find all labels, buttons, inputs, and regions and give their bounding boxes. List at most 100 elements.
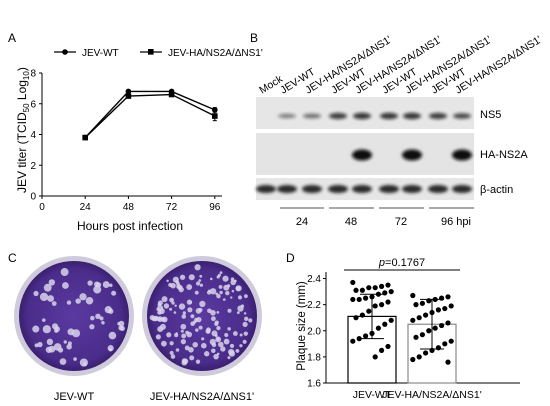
plaque bbox=[229, 343, 235, 349]
plaque bbox=[174, 333, 179, 338]
data-point bbox=[363, 333, 369, 339]
panel-label-d: D bbox=[286, 251, 295, 265]
plaque bbox=[89, 324, 95, 330]
data-point bbox=[353, 287, 359, 293]
band-ns5 bbox=[303, 113, 321, 119]
plaque bbox=[157, 305, 164, 312]
data-point bbox=[448, 303, 454, 309]
plaque bbox=[243, 331, 248, 336]
plaque bbox=[209, 277, 213, 281]
data-point bbox=[426, 328, 432, 334]
plaque bbox=[178, 303, 186, 310]
plaque bbox=[216, 337, 220, 341]
plaque bbox=[39, 292, 49, 302]
plaque bbox=[217, 273, 221, 277]
plaque bbox=[155, 334, 161, 340]
plaque bbox=[244, 316, 249, 322]
plaque bbox=[47, 295, 55, 302]
band-actin bbox=[352, 185, 372, 193]
plaque bbox=[170, 282, 176, 289]
plaque bbox=[46, 338, 54, 346]
band-actin bbox=[302, 185, 322, 193]
plaque bbox=[54, 328, 59, 333]
x-tick-label: JEV-HA/NS2A/ΔNS1' bbox=[382, 389, 481, 401]
data-point bbox=[125, 93, 132, 99]
plaque bbox=[195, 308, 202, 314]
plaque bbox=[186, 284, 193, 290]
lane-labels: MockJEV-WTJEV-HA/NS2A/ΔNS1'JEV-WTJEV-HA/… bbox=[257, 34, 544, 97]
plaque bbox=[222, 298, 226, 301]
plaque bbox=[42, 318, 46, 322]
band-ns5 bbox=[353, 112, 371, 120]
x-tick-label: 0 bbox=[39, 202, 45, 213]
plaque bbox=[163, 303, 170, 309]
plaque bbox=[227, 284, 231, 288]
plaque bbox=[175, 280, 179, 284]
plaque bbox=[161, 296, 168, 303]
plaque bbox=[160, 340, 167, 347]
row-label-actin: β-actin bbox=[480, 184, 513, 196]
plaque bbox=[190, 314, 195, 319]
plaque bbox=[214, 334, 218, 338]
plaque bbox=[180, 339, 187, 345]
band-actin bbox=[402, 185, 422, 193]
plaque bbox=[194, 317, 199, 323]
plaque bbox=[111, 290, 117, 296]
legend-marker-square bbox=[148, 49, 154, 55]
band-ha-ns2a bbox=[402, 149, 422, 161]
plaque bbox=[42, 325, 51, 334]
data-point bbox=[212, 113, 218, 119]
x-tick-label: 48 bbox=[123, 202, 135, 213]
band-actin bbox=[256, 185, 276, 193]
data-point bbox=[416, 315, 422, 321]
data-point bbox=[432, 296, 438, 303]
plaque bbox=[232, 331, 238, 336]
plaque bbox=[75, 298, 81, 304]
band-ns5 bbox=[278, 113, 296, 119]
lane-label: JEV-HA/NS2A/ΔNS1' bbox=[453, 34, 544, 97]
plaque bbox=[62, 282, 69, 289]
band-actin bbox=[428, 185, 448, 193]
row-label-ns5: NS5 bbox=[480, 109, 501, 121]
y-tick-label: 2.0 bbox=[307, 326, 321, 337]
plate-mutant bbox=[147, 261, 257, 371]
band-ha-ns2a bbox=[352, 149, 372, 161]
plaque bbox=[48, 345, 56, 353]
plaque bbox=[48, 279, 56, 286]
plaque bbox=[32, 325, 40, 333]
plaque bbox=[223, 338, 230, 345]
plaque bbox=[60, 268, 69, 277]
plaque bbox=[108, 283, 113, 288]
plaque bbox=[211, 348, 216, 353]
blot-bands bbox=[256, 112, 472, 193]
data-point bbox=[410, 356, 416, 363]
plaque bbox=[169, 297, 174, 303]
data-point bbox=[375, 325, 381, 331]
band-ns5 bbox=[380, 112, 398, 120]
timepoint-48: 48 bbox=[345, 216, 357, 228]
band-ns5 bbox=[429, 112, 447, 120]
plaque bbox=[108, 331, 117, 340]
panel-b-western-blot: MockJEV-WTJEV-HA/NS2A/ΔNS1'JEV-WTJEV-HA/… bbox=[256, 34, 544, 228]
plaque bbox=[149, 314, 155, 321]
data-point bbox=[382, 290, 388, 296]
data-point bbox=[388, 317, 394, 323]
p-value-label: p=0.1767 bbox=[378, 257, 425, 269]
data-point bbox=[385, 282, 391, 288]
data-point bbox=[359, 287, 365, 293]
plaque bbox=[95, 313, 101, 320]
plaque bbox=[194, 290, 199, 295]
plaque bbox=[195, 328, 199, 332]
band-actin bbox=[452, 185, 472, 193]
plaque bbox=[107, 345, 114, 352]
y-tick-label: 2 bbox=[30, 161, 36, 172]
data-point bbox=[442, 341, 448, 347]
plaque bbox=[218, 284, 223, 289]
plaque bbox=[204, 351, 210, 357]
data-point bbox=[423, 312, 429, 318]
plate-label-mutant: JEV-HA/NS2A/ΔNS1' bbox=[150, 391, 254, 403]
plaque bbox=[43, 283, 52, 292]
plaque bbox=[180, 323, 187, 330]
